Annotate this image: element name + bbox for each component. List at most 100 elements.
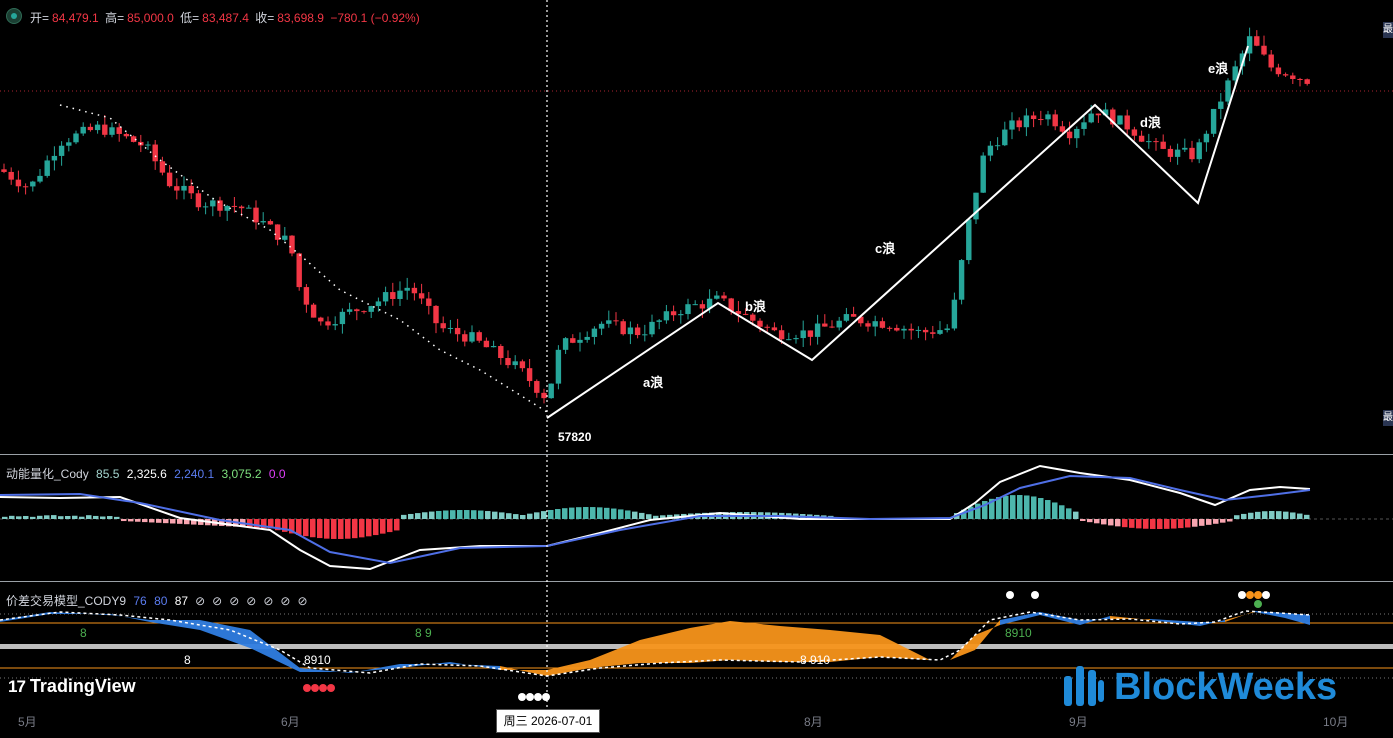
candle-up (1182, 147, 1188, 150)
candle-down (1038, 119, 1044, 121)
spread-fill-orange (780, 626, 830, 662)
momentum-histogram-bar (541, 511, 547, 519)
candle-down (1167, 148, 1174, 157)
candle-up (346, 309, 353, 312)
candle-up (786, 339, 792, 341)
candle-up (260, 221, 266, 223)
momentum-histogram-bar (331, 519, 337, 539)
candle-down (253, 207, 259, 223)
candle-down (894, 327, 900, 331)
candle-down (238, 206, 245, 209)
momentum-histogram-bar (1241, 513, 1247, 519)
candle-up (901, 328, 907, 331)
candle-up (555, 349, 562, 384)
signal-dot (1238, 591, 1246, 599)
candle-up (584, 336, 590, 340)
tradingview-mark-icon: 17 (8, 676, 26, 696)
spread-fill-orange (730, 621, 780, 662)
wave-line (546, 45, 1249, 419)
momentum-histogram-bar (296, 519, 302, 535)
candle-down (1153, 141, 1159, 143)
candle-down (1254, 36, 1260, 46)
momentum-histogram-bar (401, 514, 407, 519)
momentum-histogram-bar (373, 519, 379, 536)
candle-up (1218, 101, 1224, 109)
momentum-histogram-bar (1297, 513, 1303, 519)
momentum-histogram-bar (1206, 519, 1212, 525)
momentum-histogram-bar (142, 519, 148, 523)
momentum-histogram-bar (1101, 519, 1107, 525)
indicator2-empty-value-icon: ⊘ (280, 594, 291, 608)
momentum-histogram-bar (492, 511, 498, 519)
candle-down (498, 346, 504, 359)
momentum-histogram-bar (1220, 519, 1226, 523)
candle-up (944, 328, 950, 331)
indicator1-legend[interactable]: 动能量化_Cody 85.5 2,325.6 2,240.1 3,075.2 0… (6, 465, 286, 482)
signal-dot (534, 693, 542, 701)
candle-down (310, 304, 317, 318)
momentum-histogram-bar (415, 513, 421, 519)
momentum-histogram-bar (2, 516, 8, 519)
candle-down (750, 314, 756, 321)
candlestick-series (1, 27, 1310, 404)
momentum-histogram-bar (975, 503, 981, 519)
indicator2-value: 80 (150, 594, 168, 608)
momentum-histogram-bar (338, 519, 344, 539)
indicator2-legend[interactable]: 价差交易模型_CODY9 76 80 87 ⊘ ⊘ ⊘ ⊘ ⊘ ⊘ ⊘ (6, 592, 308, 609)
candle-down (778, 330, 785, 340)
close-value: 83,698.9 (277, 11, 324, 25)
candle-down (613, 320, 619, 322)
momentum-histogram-bar (583, 507, 589, 519)
indicator2-name: 价差交易模型_CODY9 (6, 594, 127, 608)
momentum-histogram-bar (121, 519, 127, 522)
spread-fill-blue (1200, 620, 1225, 626)
momentum-slow-line (0, 474, 1311, 565)
candle-up (1002, 129, 1008, 146)
time-axis-label: 5月 (18, 715, 37, 729)
momentum-histogram-bar (1136, 519, 1142, 529)
momentum-histogram-bar (653, 515, 659, 519)
candle-up (382, 292, 389, 302)
momentum-histogram-bar (1157, 519, 1163, 529)
momentum-histogram-bar (576, 507, 582, 519)
spread-fill-blue (350, 664, 400, 673)
momentum-histogram-bar (135, 519, 141, 522)
candle-down (829, 326, 835, 328)
candle-down (1160, 141, 1166, 149)
pane-divider-2[interactable] (0, 581, 1393, 582)
candle-down (879, 321, 886, 328)
symbol-icon[interactable] (6, 8, 22, 24)
candle-up (1102, 109, 1109, 116)
momentum-histogram-bar (261, 519, 267, 529)
momentum-histogram-bar (667, 514, 673, 519)
candle-down (922, 329, 929, 333)
signal-dot (1262, 591, 1270, 599)
dotted-trend-path (59, 104, 548, 413)
wave-label-a: a浪 (643, 375, 663, 390)
spread-fill-blue (1150, 619, 1200, 626)
candle-down (8, 171, 14, 180)
pane-divider-1[interactable] (0, 454, 1393, 455)
tradingview-wordmark: TradingView (29, 676, 136, 696)
momentum-histogram-bar (1178, 519, 1184, 529)
momentum-pane (0, 464, 1393, 571)
candle-up (1232, 66, 1238, 81)
candle-up (1088, 113, 1094, 123)
momentum-histogram-bar (1234, 515, 1240, 519)
momentum-histogram-bar (156, 519, 162, 523)
candle-down (1275, 67, 1282, 75)
candle-down (570, 338, 576, 343)
candle-up (512, 361, 518, 366)
momentum-histogram-bar (1038, 498, 1044, 519)
candle-down (1110, 109, 1116, 125)
candle-down (1059, 126, 1066, 132)
candle-down (930, 332, 936, 334)
momentum-histogram-bar (996, 497, 1002, 519)
tradingview-logo[interactable]: 17 TradingView (8, 676, 136, 697)
signal-dot (542, 693, 550, 701)
candle-down (526, 368, 533, 382)
candle-down (850, 314, 857, 317)
momentum-histogram-bar (478, 510, 484, 519)
indicator1-value: 3,075.2 (218, 467, 262, 481)
